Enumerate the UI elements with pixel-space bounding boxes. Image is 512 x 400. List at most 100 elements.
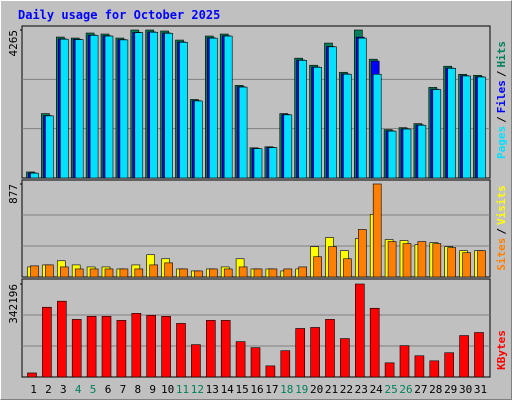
bar [74,39,84,179]
bar [477,76,486,179]
legend-separator: / [495,116,508,123]
bar [134,268,144,278]
bar [194,270,203,278]
bar [209,37,218,179]
legend-separator: / [495,228,508,235]
x-tick-label: 12 [191,383,204,396]
x-tick-label: 4 [75,383,82,396]
x-tick-label: 6 [105,383,112,396]
bar [250,347,261,378]
bar [298,266,308,278]
x-tick-label: 15 [235,383,248,396]
x-tick-label: 2 [45,383,52,396]
bar [459,335,469,378]
bar [343,73,352,179]
bar [179,42,188,179]
bar [283,268,293,278]
bar [429,360,440,378]
y-tick-label: 342196 [7,284,20,324]
x-tick-label: 24 [370,383,384,396]
bar [372,73,382,179]
bar [86,316,97,378]
bar [295,328,306,378]
x-tick-label: 11 [176,383,189,396]
x-tick-label: 28 [429,383,442,396]
bar [313,256,322,278]
x-tick-label: 17 [265,383,278,396]
bar [149,264,158,278]
x-tick-label: 16 [250,383,263,396]
x-tick-label: 31 [474,383,487,396]
bar [432,243,442,278]
legend-separator: / [495,70,508,77]
bar [176,323,186,378]
bar [59,266,69,278]
x-tick-label: 5 [90,383,97,396]
bar [414,355,425,378]
legend-entry: Hits [495,41,508,68]
bar [268,268,278,278]
bar [462,75,471,179]
bar [417,241,427,278]
x-tick-label: 29 [444,383,457,396]
bar [146,315,156,378]
bar [209,268,218,278]
bar [101,316,112,378]
legend-entry: KBytes [495,330,508,370]
bar [253,268,263,278]
x-tick-label: 8 [134,383,141,396]
bar [45,115,54,179]
legend: KBytes [495,330,508,370]
bar [223,35,233,179]
panel [21,179,491,278]
bar [328,246,337,278]
x-tick-label: 27 [414,383,427,396]
bar [447,247,457,278]
bar [357,229,367,278]
x-tick-label: 7 [120,383,127,396]
y-tick-label: 877 [7,184,20,204]
bar [402,128,412,179]
bar [238,266,248,278]
bar [191,344,201,378]
bar [343,258,352,278]
bar [268,147,278,179]
bar [206,320,216,378]
bar [42,306,52,378]
bar [220,320,231,378]
x-tick-label: 30 [459,383,472,396]
bar [477,250,486,278]
bar [417,124,427,179]
bar [238,86,248,179]
bar [313,67,322,179]
bar [45,264,54,278]
x-tick-label: 13 [206,383,219,396]
legend-entry: Visits [495,185,508,225]
bar [119,39,129,179]
chart-title: Daily usage for October 2025 [18,8,220,22]
bar [298,60,308,179]
bar [71,319,82,378]
x-tick-label: 3 [60,383,67,396]
bar [369,307,380,378]
bar [194,100,203,179]
bar [164,32,173,179]
x-tick-label: 14 [221,383,235,396]
bar [447,68,457,179]
bar [59,38,69,179]
x-tick-label: 9 [149,383,156,396]
x-tick-label: 26 [399,383,412,396]
bar [432,89,442,179]
bar [357,37,367,179]
x-tick-label: 20 [310,383,323,396]
x-tick-label: 10 [161,383,174,396]
bar [131,313,142,378]
x-tick-label: 21 [325,383,338,396]
bar [474,332,484,378]
bar [283,114,293,179]
bar [340,338,350,378]
legend: Sites / Visits [495,185,508,271]
